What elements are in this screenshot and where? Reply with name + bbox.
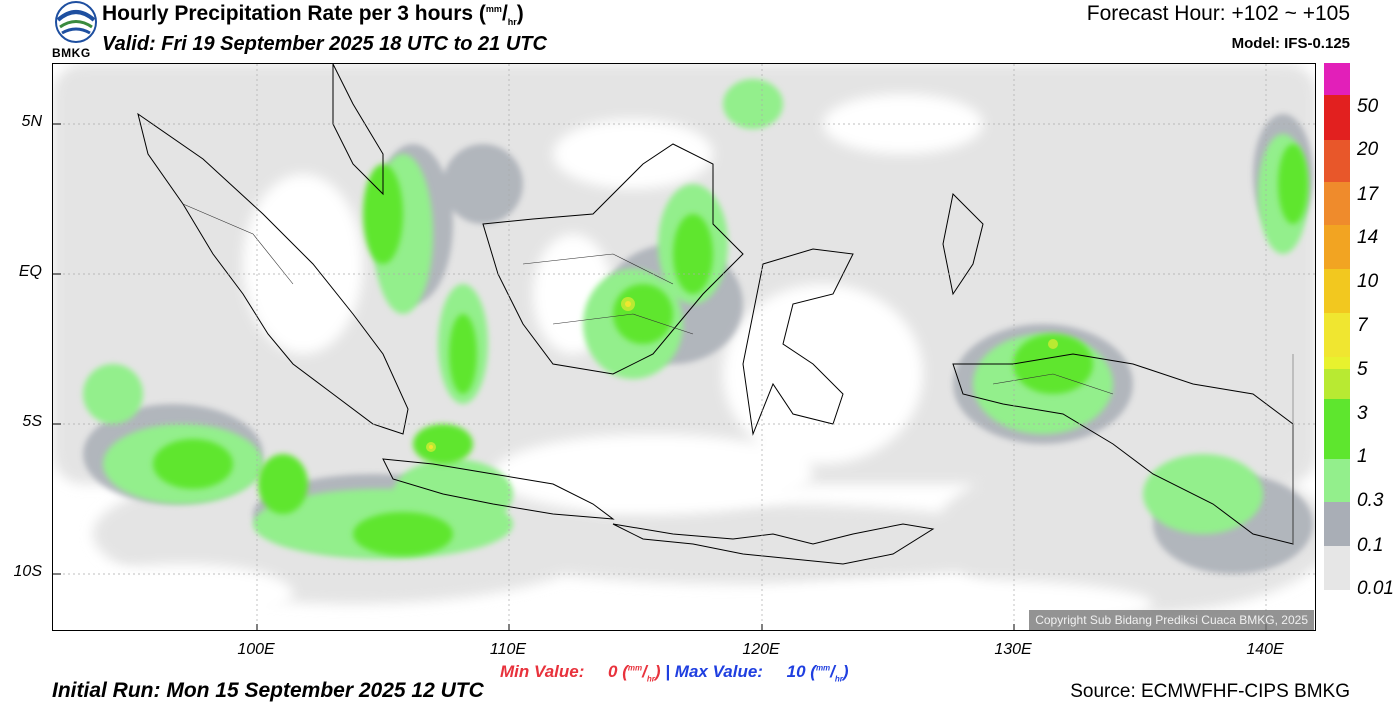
colorbar-segment bbox=[1324, 140, 1350, 182]
colorbar-segment bbox=[1324, 95, 1350, 140]
lon-label-120e: 120E bbox=[742, 641, 780, 658]
forecast-hour: Forecast Hour: +102 ~ +105 bbox=[1086, 2, 1350, 25]
colorbar-segment bbox=[1324, 63, 1350, 95]
valid-time: Valid: Fri 19 September 2025 18 UTC to 2… bbox=[102, 33, 547, 55]
minmax-separator: | bbox=[665, 662, 671, 681]
borneo-outline bbox=[482, 143, 744, 375]
title-unit-mm: mm bbox=[485, 4, 502, 14]
title-text: Hourly Precipitation Rate per 3 hours bbox=[102, 2, 474, 25]
min-label: Min Value: bbox=[500, 662, 585, 681]
colorbar bbox=[1324, 63, 1350, 590]
papua-outline bbox=[952, 353, 1294, 545]
title-unit-hr: hr bbox=[507, 17, 517, 28]
axis-ticks bbox=[53, 123, 1267, 630]
colorbar-segment bbox=[1324, 399, 1350, 459]
colorbar-label: 0.01 bbox=[1357, 578, 1394, 599]
colorbar-label: 0.3 bbox=[1357, 490, 1384, 511]
precip-layer-1 bbox=[153, 144, 1308, 556]
lon-label-110e: 110E bbox=[489, 641, 527, 658]
colorbar-segment bbox=[1324, 225, 1350, 269]
map-canvas bbox=[53, 64, 1315, 630]
graticule bbox=[53, 64, 1315, 630]
colorbar-segment bbox=[1324, 182, 1350, 225]
max-label: Max Value: bbox=[674, 662, 763, 681]
colorbar-segment bbox=[1324, 459, 1350, 502]
min-max-values: Min Value: 0 (mm/hr) | Max Value: 10 (mm… bbox=[500, 662, 849, 684]
bmkg-logo bbox=[52, 0, 100, 60]
sulawesi-outline bbox=[742, 248, 854, 436]
colorbar-label: 14 bbox=[1357, 227, 1379, 248]
initial-run: Initial Run: Mon 15 September 2025 12 UT… bbox=[52, 679, 484, 702]
colorbar-label: 0.1 bbox=[1357, 535, 1384, 556]
map-title: Hourly Precipitation Rate per 3 hours (m… bbox=[102, 2, 524, 28]
colorbar-segment bbox=[1324, 546, 1350, 590]
colorbar-label: 20 bbox=[1357, 139, 1379, 160]
colorbar-label: 10 bbox=[1357, 271, 1379, 292]
nusa-tenggara-outline bbox=[612, 523, 935, 565]
clear-areas bbox=[73, 94, 1153, 629]
lat-label-10s: 10S bbox=[13, 563, 42, 580]
colorbar-label: 7 bbox=[1357, 315, 1368, 336]
precipitation-map[interactable] bbox=[52, 63, 1316, 631]
lat-label-5n: 5N bbox=[21, 113, 42, 130]
java-outline bbox=[382, 458, 615, 520]
colorbar-label: 1 bbox=[1357, 446, 1368, 467]
colorbar-label: 17 bbox=[1357, 184, 1379, 205]
precip-layer-5 bbox=[429, 301, 631, 449]
lon-label-100e: 100E bbox=[237, 641, 275, 658]
min-value: 0 bbox=[608, 662, 618, 681]
min-unit-hr: hr bbox=[646, 674, 655, 684]
max-unit-hr: hr bbox=[834, 674, 843, 684]
lon-label-140e: 140E bbox=[1246, 641, 1284, 658]
colorbar-segment bbox=[1324, 369, 1350, 399]
lon-label-130e: 130E bbox=[994, 641, 1032, 658]
province-borders bbox=[182, 203, 1294, 544]
max-value: 10 bbox=[786, 662, 806, 681]
data-source: Source: ECMWFHF-CIPS BMKG bbox=[1070, 681, 1350, 702]
colorbar-label: 3 bbox=[1357, 403, 1368, 424]
colorbar-label: 50 bbox=[1357, 96, 1379, 117]
colorbar-segment bbox=[1324, 313, 1350, 357]
lat-label-eq: EQ bbox=[18, 263, 42, 280]
model-name: Model: IFS-0.125 bbox=[1231, 35, 1350, 52]
colorbar-segment bbox=[1324, 269, 1350, 313]
halmahera-outline bbox=[942, 192, 984, 296]
lat-label-5s: 5S bbox=[22, 413, 42, 430]
logo-text: BMKG bbox=[52, 46, 91, 60]
colorbar-segment bbox=[1324, 502, 1350, 546]
copyright-notice: Copyright Sub Bidang Prediksi Cuaca BMKG… bbox=[1029, 610, 1314, 630]
colorbar-label: 5 bbox=[1357, 359, 1368, 380]
max-unit-mm: mm bbox=[815, 663, 831, 673]
min-unit-mm: mm bbox=[627, 663, 643, 673]
